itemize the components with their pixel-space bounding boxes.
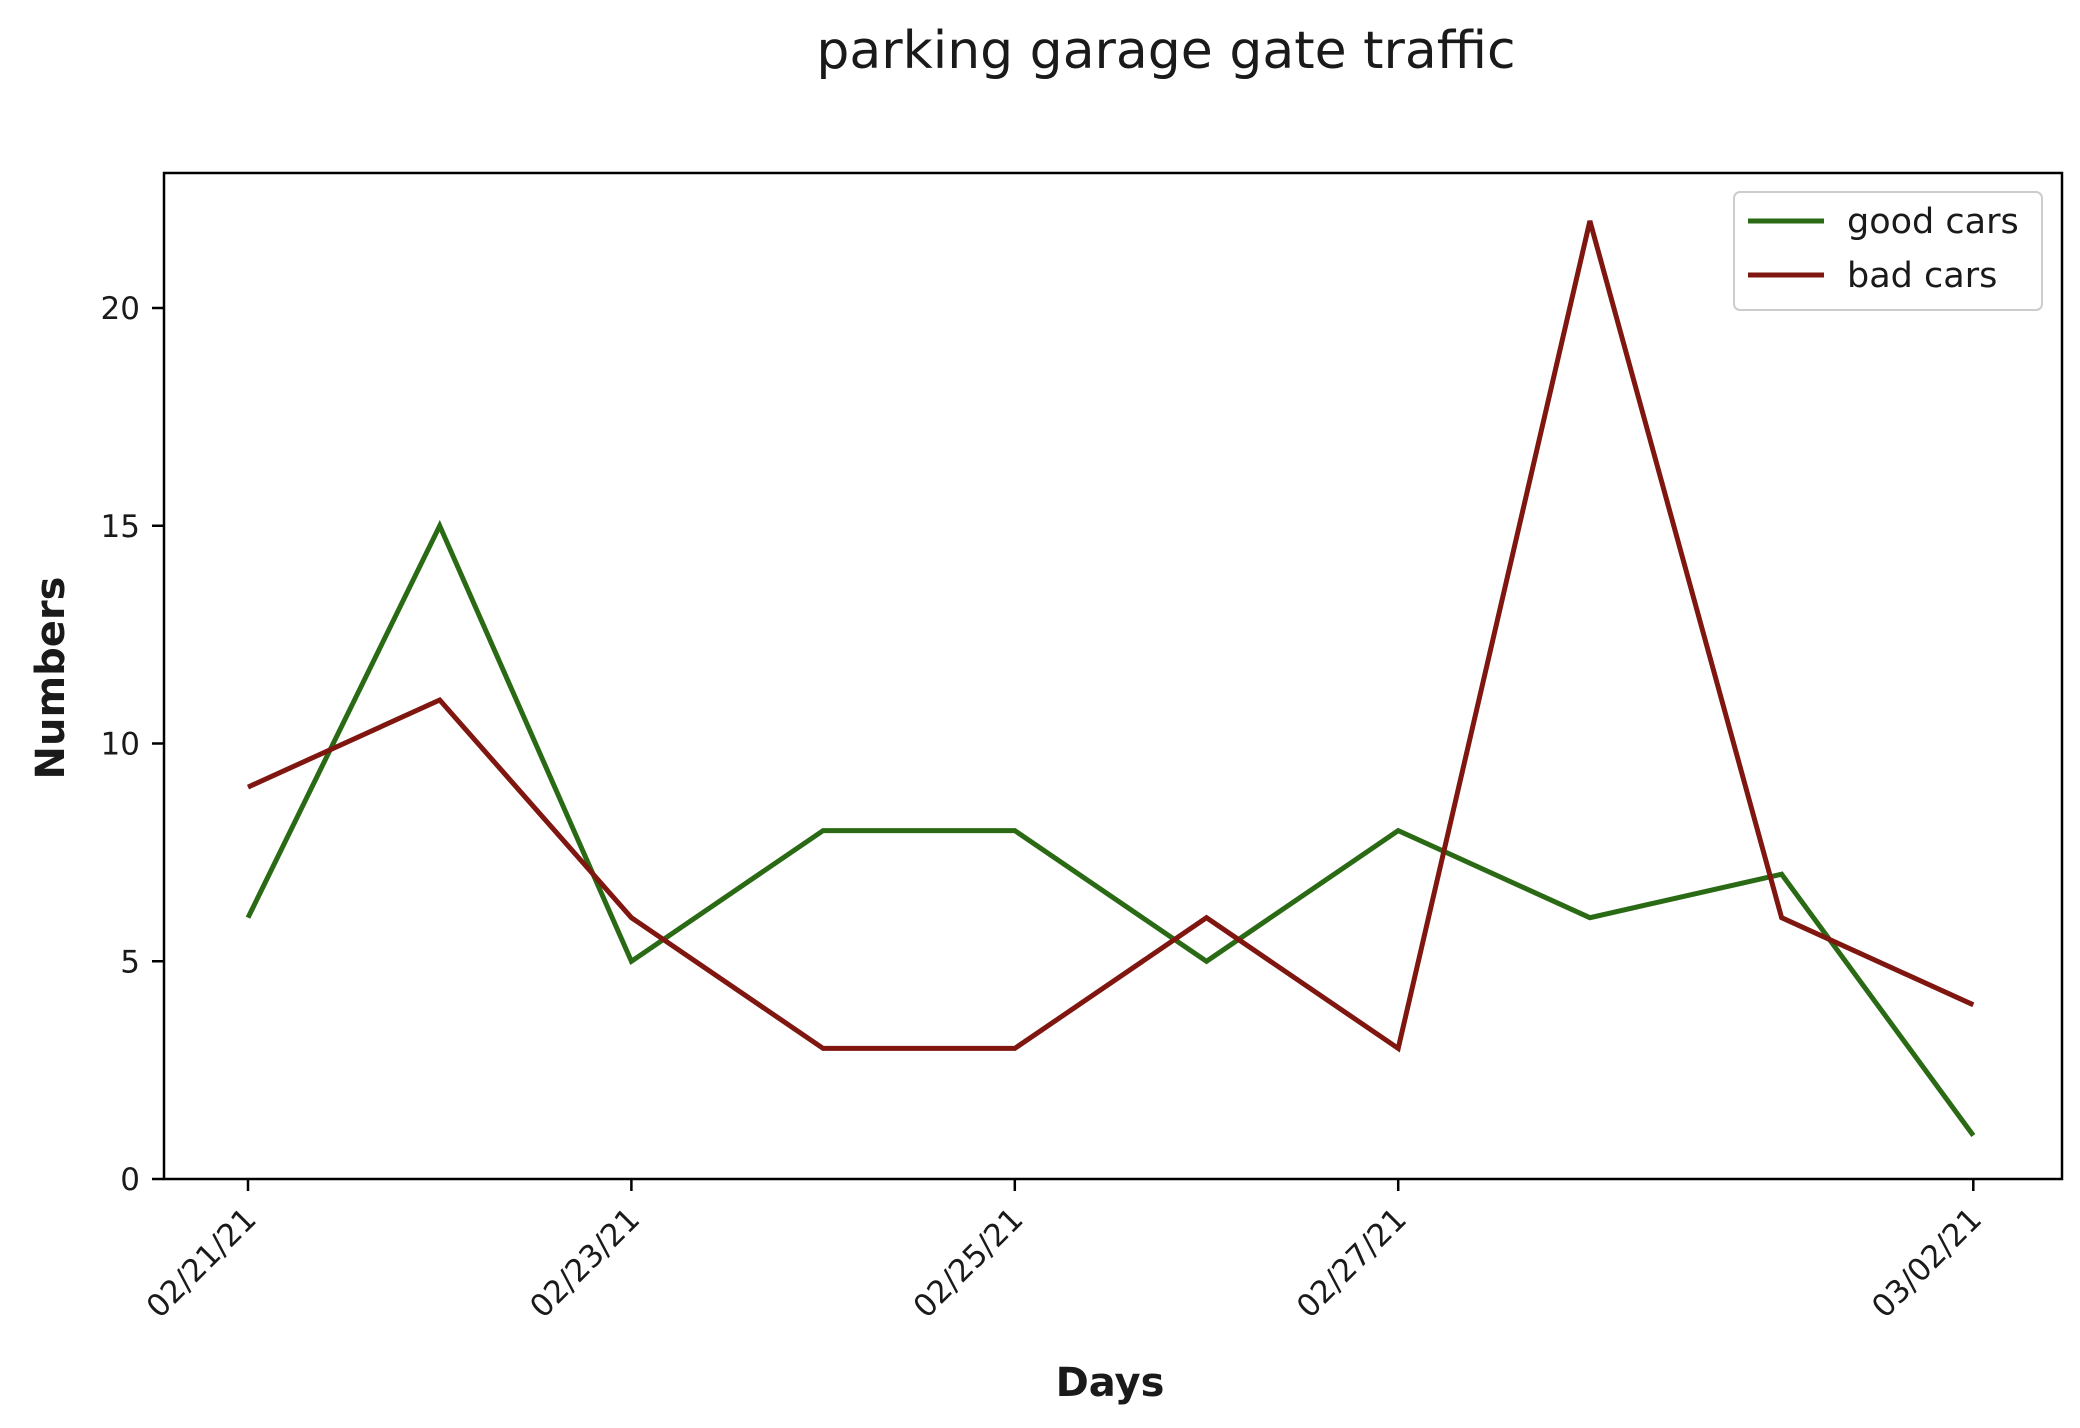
y-tick-label: 20 bbox=[101, 291, 140, 327]
plot-area bbox=[162, 171, 2064, 1181]
legend-label: bad cars bbox=[1847, 256, 1997, 296]
series-line-bad-cars bbox=[246, 220, 1975, 1053]
y-tick-label: 10 bbox=[101, 727, 140, 763]
legend: good cars bad cars bbox=[1733, 191, 2043, 311]
y-tick-label: 15 bbox=[101, 509, 140, 545]
legend-label: good cars bbox=[1847, 202, 2019, 242]
series-line-good-cars bbox=[245, 519, 1976, 1137]
y-tick-label: 0 bbox=[120, 1162, 140, 1198]
plot-frame bbox=[162, 171, 2064, 1181]
y-axis-label: Numbers bbox=[28, 577, 74, 780]
chart-title: parking garage gate traffic bbox=[816, 21, 1515, 81]
series-lines bbox=[245, 220, 1976, 1137]
y-tick-label: 5 bbox=[120, 944, 140, 980]
x-axis-label: Days bbox=[1056, 1360, 1165, 1406]
y-axis: 0 5 10 15 20 bbox=[101, 291, 164, 1198]
